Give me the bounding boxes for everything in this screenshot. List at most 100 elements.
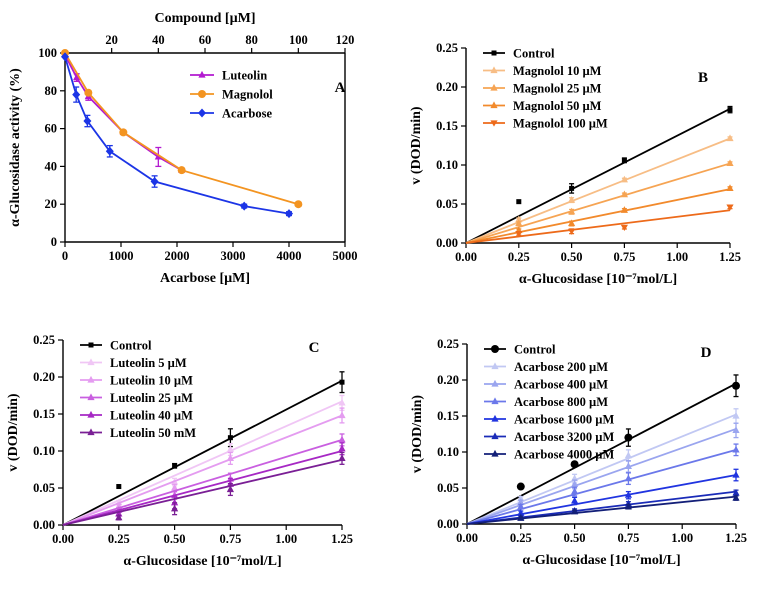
data-point [84, 88, 93, 97]
legend-label: Acarbose 200 µM [514, 360, 608, 374]
legend-label: Luteolin 50 mM [110, 426, 196, 440]
y-tick-label: 100 [38, 46, 57, 60]
x-tick-label: 0.75 [617, 531, 639, 545]
panel-letter: B [698, 70, 708, 86]
series-line [64, 54, 183, 171]
top-x-tick-label: 120 [336, 33, 355, 47]
y-tick-label: 40 [45, 159, 58, 173]
data-point [732, 493, 740, 501]
x-tick-label: 0.25 [508, 250, 530, 264]
data-point [571, 507, 579, 515]
data-point [338, 435, 346, 443]
x-tick-label: 1.25 [725, 531, 747, 545]
series-0 [466, 374, 740, 525]
data-point [620, 224, 628, 231]
legend-label: Acarbose 4000 µM [514, 448, 614, 462]
data-point [568, 207, 576, 215]
data-point [171, 483, 179, 491]
x-tick-label: 1000 [109, 249, 134, 263]
data-point [624, 462, 632, 469]
fit-line [62, 450, 343, 526]
data-point [515, 231, 523, 238]
legend-label: Magnolol 25 µM [513, 82, 602, 96]
data-point [517, 509, 525, 516]
data-point [119, 128, 128, 137]
fit-line [465, 137, 731, 244]
data-point [727, 107, 733, 113]
data-point [72, 90, 81, 100]
data-point [732, 426, 740, 433]
legend-label: Luteolin 25 µM [110, 391, 193, 405]
y-tick-label: 0.10 [437, 445, 459, 459]
top-x-tick-label: 80 [245, 33, 258, 47]
legend-label: Control [513, 47, 555, 61]
legend-label: Magnolol 50 µM [513, 99, 602, 113]
y-tick-label: 0.20 [33, 370, 55, 384]
data-point [620, 206, 628, 213]
fit-line [62, 400, 343, 526]
data-point [620, 175, 628, 183]
data-point [73, 73, 81, 81]
data-point [624, 433, 633, 442]
data-point [338, 398, 346, 406]
x-tick-label: 0.75 [219, 532, 241, 546]
data-point [294, 200, 303, 209]
series-magnolol [61, 49, 303, 209]
data-point [624, 491, 632, 498]
data-point [571, 487, 579, 495]
data-point [624, 474, 632, 482]
y-tick-label: 0.10 [436, 158, 458, 172]
data-point [571, 480, 579, 487]
legend-label: Control [110, 339, 152, 353]
top-x-axis-label: Compound [µM] [154, 11, 255, 26]
legend-label: Luteolin 40 µM [110, 409, 193, 423]
y-axis-label: α-Glucosidase activity (%) [8, 68, 23, 227]
panel-letter: A [335, 80, 346, 96]
legend-marker [198, 90, 206, 98]
data-point [726, 184, 734, 191]
data-point [726, 134, 734, 142]
panel-letter: D [701, 345, 712, 361]
series-2 [62, 407, 346, 526]
legend-marker [198, 70, 206, 78]
x-tick-label: 1.00 [671, 531, 693, 545]
y-tick-label: 0.00 [33, 518, 55, 532]
y-tick-label: 20 [45, 197, 58, 211]
y-tick-label: 0.25 [436, 41, 458, 55]
y-tick-label: 0.25 [33, 333, 55, 347]
data-point [568, 196, 576, 203]
fit-line [62, 379, 343, 526]
legend-label: Control [514, 343, 556, 357]
y-tick-label: 0.15 [436, 119, 458, 133]
legend-marker [87, 410, 95, 418]
data-point [732, 470, 740, 478]
legend-label: Magnolol 100 µM [513, 117, 608, 131]
data-point [515, 219, 523, 227]
x-axis-label: Acarbose [µM] [160, 271, 250, 286]
data-point [621, 157, 627, 163]
legend-marker [491, 397, 499, 405]
x-tick-label: 0.25 [510, 531, 532, 545]
legend-marker [88, 342, 94, 348]
fit-line [466, 382, 737, 525]
panel-letter: C [309, 340, 320, 356]
data-point [726, 159, 734, 167]
x-axis-label: α-Glucosidase [10⁻⁷mol/L] [123, 554, 281, 569]
data-point [570, 460, 579, 469]
data-point [116, 484, 122, 490]
legend-marker [198, 108, 206, 118]
data-point [226, 445, 234, 453]
x-axis-label: α-Glucosidase [10⁻⁷mol/L] [522, 553, 680, 568]
series-0 [465, 105, 733, 244]
y-tick-label: 0.15 [33, 407, 55, 421]
data-point [517, 502, 525, 510]
data-point [61, 52, 69, 62]
data-point [732, 381, 740, 390]
data-point [338, 411, 346, 419]
fit-line [465, 108, 731, 244]
chart-panel-c: 0.00 0.05 0.10 0.15 0.20 0.25 0.00 0.25 0.50 0.75… [6, 333, 353, 569]
y-tick-label: 0.05 [437, 481, 459, 495]
legend-marker [491, 379, 499, 387]
y-axis-label: v (DOD/min) [409, 106, 424, 185]
